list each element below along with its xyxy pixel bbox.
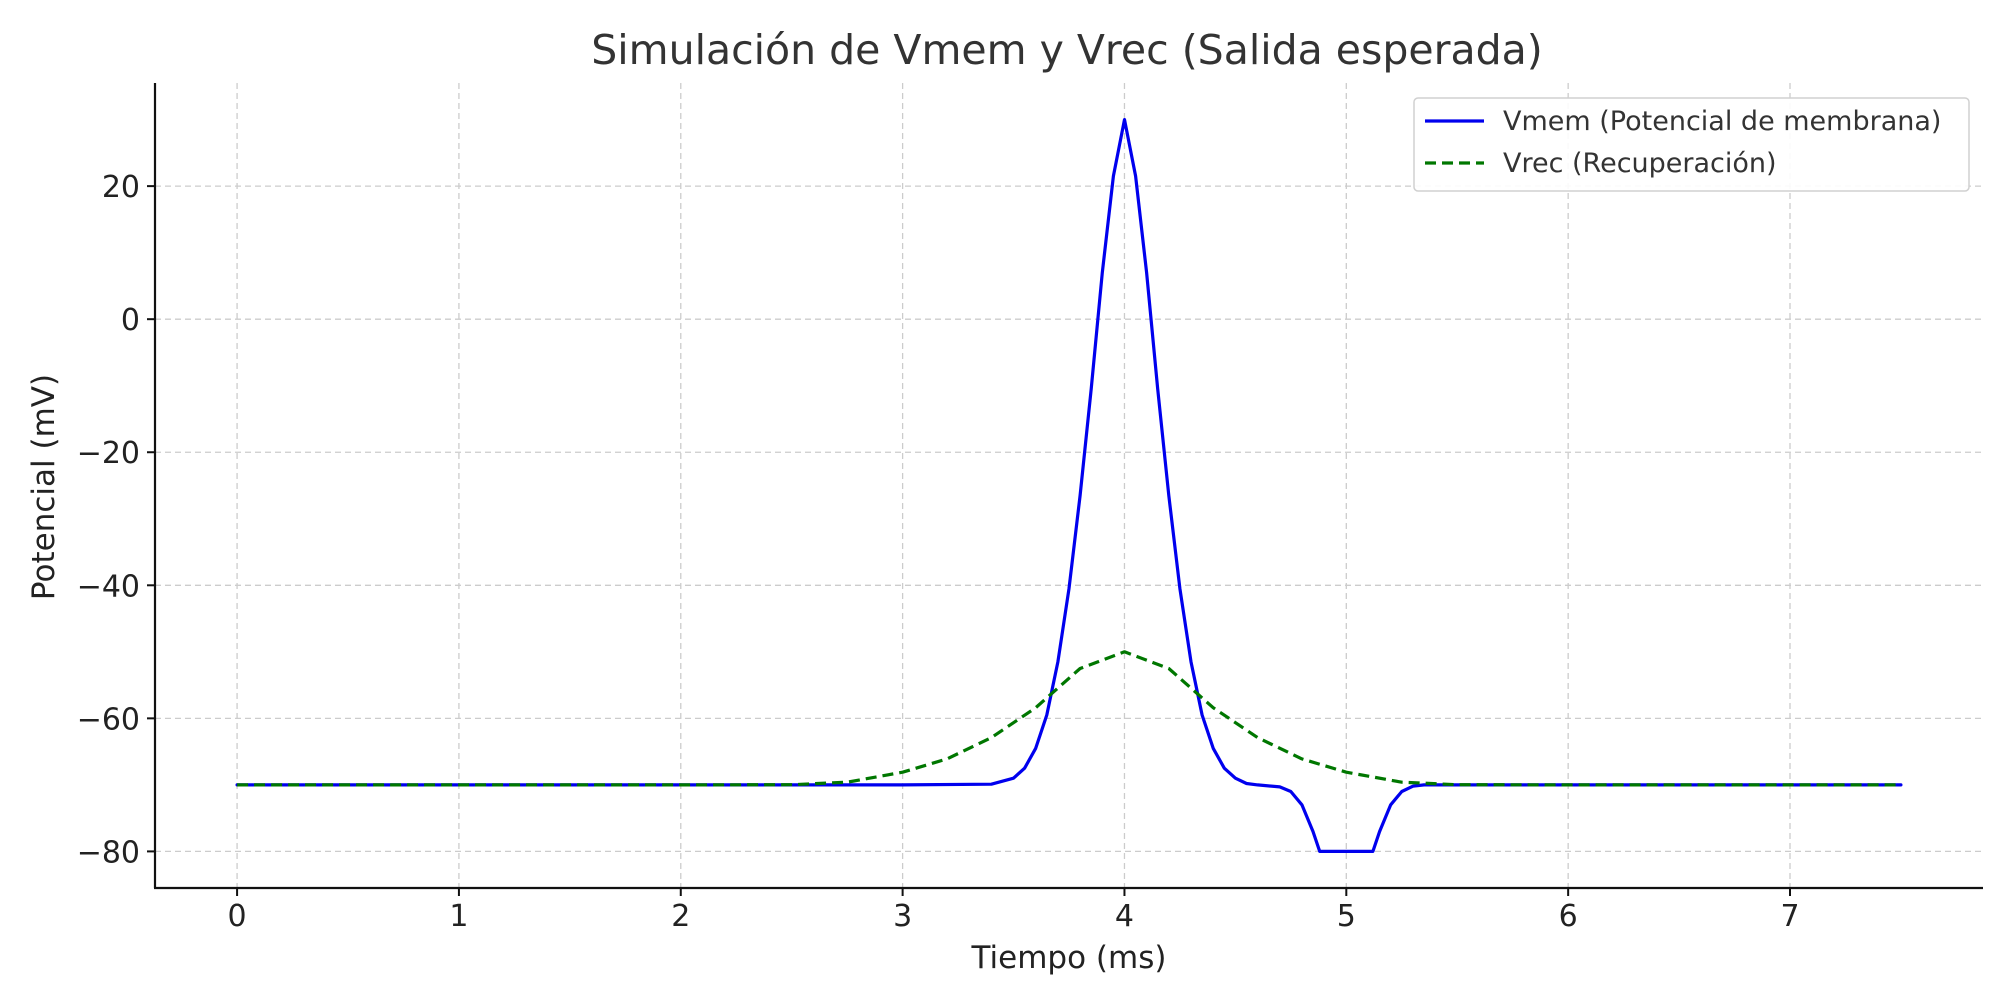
legend-label-vmem: Vmem (Potencial de membrana) [1503, 106, 1941, 137]
x-tick-label: 3 [893, 899, 912, 934]
chart-title: Simulación de Vmem y Vrec (Salida espera… [591, 26, 1543, 74]
legend-box [1413, 97, 1970, 192]
y-axis-label: Potencial (mV) [26, 374, 62, 600]
y-tick-label: 20 [102, 170, 140, 205]
x-tick-label: 0 [228, 899, 247, 934]
y-tick-label: 0 [121, 303, 140, 338]
y-tick-label: −40 [77, 569, 140, 604]
series-line-vmem [235, 118, 1903, 853]
legend-label-vrec: Vrec (Recuperación) [1503, 148, 1777, 179]
x-axis-label: Tiempo (ms) [971, 940, 1167, 976]
grid [155, 83, 1983, 888]
x-tick-label: 2 [671, 899, 690, 934]
y-tick-label: −80 [77, 835, 140, 870]
y-tick-label: −60 [77, 702, 140, 737]
x-tick-label: 6 [1559, 899, 1578, 934]
x-tick-label: 4 [1115, 899, 1134, 934]
y-ticks: −80 −60 −40 −20 0 20 [77, 170, 155, 870]
series-line-vrec [237, 650, 1901, 787]
x-ticks: 0 1 2 3 4 5 6 7 [228, 888, 1800, 934]
x-tick-label: 1 [449, 899, 468, 934]
legend: Vmem (Potencial de membrana) Vrec (Recup… [1413, 97, 1970, 192]
series-layer [235, 118, 1903, 853]
x-tick-label: 7 [1780, 899, 1799, 934]
x-tick-label: 5 [1337, 899, 1356, 934]
y-tick-label: −20 [77, 436, 140, 471]
